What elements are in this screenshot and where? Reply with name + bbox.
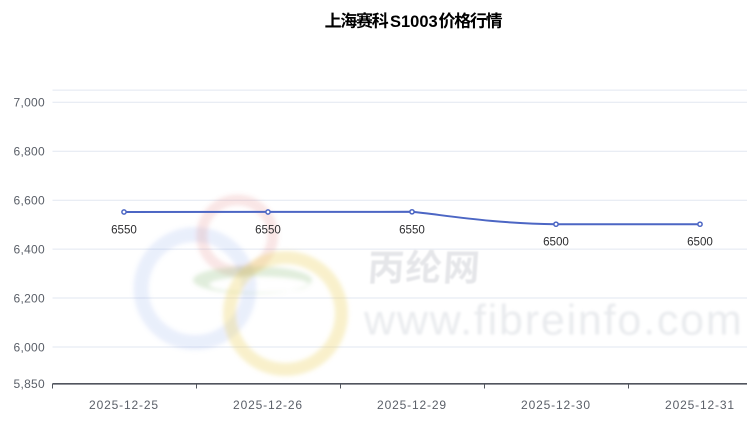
svg-text:6550: 6550 <box>111 224 137 237</box>
svg-text:2025-12-29: 2025-12-29 <box>377 398 447 412</box>
svg-text:6500: 6500 <box>687 236 713 249</box>
svg-text:5,850: 5,850 <box>13 377 45 391</box>
svg-text:www.fibreinfo.com: www.fibreinfo.com <box>363 297 744 345</box>
svg-text:2025-12-30: 2025-12-30 <box>521 398 591 412</box>
svg-text:2025-12-25: 2025-12-25 <box>89 398 159 412</box>
svg-text:6550: 6550 <box>255 224 281 237</box>
svg-text:6,800: 6,800 <box>13 145 45 159</box>
svg-text:S1003: S1003 <box>390 13 438 31</box>
svg-text:6,400: 6,400 <box>13 242 45 256</box>
svg-text:7,000: 7,000 <box>13 96 45 110</box>
svg-text:6,200: 6,200 <box>13 291 45 305</box>
svg-text:6,000: 6,000 <box>13 340 45 354</box>
svg-text:6500: 6500 <box>543 236 569 249</box>
svg-text:6,600: 6,600 <box>13 194 45 208</box>
svg-text:2025-12-26: 2025-12-26 <box>233 398 303 412</box>
svg-text:2025-12-31: 2025-12-31 <box>665 398 735 412</box>
svg-text:6550: 6550 <box>399 224 425 237</box>
